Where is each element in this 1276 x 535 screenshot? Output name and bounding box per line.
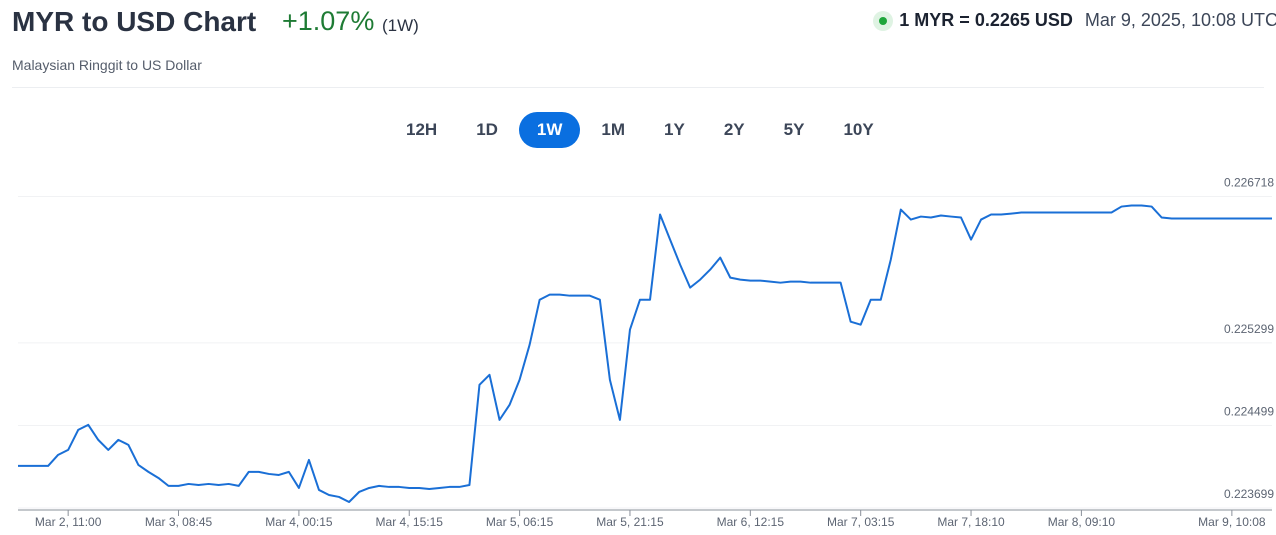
price-line (18, 204, 1272, 503)
y-tick-label: 0.223699 (1224, 487, 1274, 501)
range-button[interactable]: 1M (601, 120, 626, 139)
x-tick-label: Mar 5, 06:15 (486, 515, 554, 529)
x-tick-label: Mar 6, 12:15 (717, 515, 785, 529)
y-tick-label: 0.226718 (1224, 176, 1274, 190)
y-tick-label: 0.225299 (1224, 322, 1274, 336)
range-button[interactable]: 1D (476, 120, 498, 139)
x-tick-label: Mar 7, 03:15 (827, 515, 895, 529)
x-tick-label: Mar 5, 21:15 (596, 515, 664, 529)
range-button[interactable]: 10Y (843, 120, 874, 139)
range-selector: 12H 1D 1W 1M 1Y 2Y 5Y 10Y (388, 112, 895, 148)
x-tick-label: Mar 2, 11:00 (35, 515, 102, 529)
x-tick-label: Mar 4, 00:15 (265, 515, 333, 529)
subtitle: Malaysian Ringgit to US Dollar (12, 57, 202, 73)
timestamp: Mar 9, 2025, 10:08 UTC (1084, 10, 1276, 30)
range-button[interactable]: 5Y (783, 120, 805, 139)
range-button[interactable]: 1W (518, 112, 581, 148)
x-tick-label: Mar 7, 18:10 (937, 515, 1005, 529)
period: (1W) (382, 16, 419, 35)
x-tick-label: Mar 3, 08:45 (145, 515, 213, 529)
divider (12, 87, 1264, 88)
range-button[interactable]: 2Y (723, 120, 745, 139)
change: +1.07% (282, 6, 375, 36)
rate: 1 MYR = 0.2265 USD (899, 10, 1073, 30)
rate-box: 1 MYR = 0.2265 USD Mar 9, 2025, 10:08 UT… (873, 10, 1276, 31)
live-dot (873, 10, 894, 31)
y-tick-label: 0.224499 (1224, 404, 1274, 418)
range-button[interactable]: 12H (406, 120, 438, 139)
title: MYR to USD Chart (12, 6, 257, 37)
x-tick-label: Mar 9, 10:08 (1198, 515, 1266, 529)
x-tick-label: Mar 4, 15:15 (376, 515, 444, 529)
range-button[interactable]: 1Y (664, 120, 685, 139)
x-tick-label: Mar 8, 09:10 (1048, 515, 1116, 529)
